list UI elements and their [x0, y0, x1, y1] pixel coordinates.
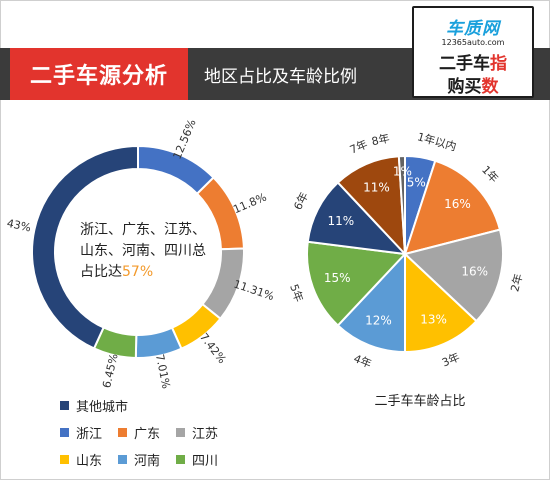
legend-item-7: 四川 — [176, 450, 218, 469]
donut-center-prefix: 浙江、广东、江苏、山东、河南、四川总占比达 — [80, 222, 206, 280]
donut-center-text: 浙江、广东、江苏、山东、河南、四川总占比达57% — [80, 220, 210, 283]
legend-swatch — [176, 428, 185, 437]
donut-slice-5 — [134, 326, 183, 359]
legend-label: 山东 — [76, 454, 103, 469]
pie-category-label-8: 7年 — [347, 137, 369, 157]
page-subtitle: 地区占比及车龄比例 — [204, 66, 357, 87]
page-title: 二手车源分析 — [10, 48, 188, 100]
pie-value-label-6: 15% — [324, 271, 351, 285]
pie-category-label-6: 5年 — [287, 282, 306, 304]
logo-line-2-highlight: 数 — [481, 77, 499, 97]
brand-logo: 车质网 12365auto.com 二手车指 购买数 — [412, 6, 534, 98]
legend-label: 浙江 — [76, 427, 103, 442]
donut-value-label-1: 12.56% — [171, 117, 199, 161]
vehicle-age-pie-chart: 5% 1年以内 16% 1年 16% 2年 13% 3年 12% 4年 15% 5年 11% 6年 11% 7… — [287, 129, 525, 370]
pie-slice-5 — [336, 251, 406, 354]
pie-slice-9 — [397, 154, 406, 255]
donut-value-label-4: 7.42% — [197, 331, 229, 367]
donut-slice-7 — [31, 144, 139, 350]
donut-value-label-5: 7.01% — [153, 353, 173, 390]
legend-label: 江苏 — [192, 427, 219, 442]
pie-category-label-4: 3年 — [440, 350, 462, 370]
legend-swatch — [176, 455, 185, 464]
legend-label: 其他城市 — [76, 400, 129, 415]
logo-brand: 车质网 — [446, 19, 500, 39]
donut-value-label-3: 11.31% — [232, 277, 276, 303]
pie-category-label-5: 4年 — [352, 351, 374, 371]
legend-label: 河南 — [134, 454, 161, 469]
legend-swatch — [60, 428, 69, 437]
legend-item-5: 山东 — [60, 450, 102, 469]
donut-value-label-2: 11.8% — [231, 191, 268, 217]
legend-swatch — [118, 428, 127, 437]
pie-value-label-1: 5% — [407, 175, 426, 189]
pie-value-label-7: 11% — [328, 214, 355, 228]
pie-value-label-2: 16% — [444, 197, 471, 211]
pie-value-label-5: 12% — [365, 313, 392, 327]
legend-label: 广东 — [134, 427, 161, 442]
legend-label: 四川 — [192, 454, 219, 469]
logo-line-2-text: 购买 — [447, 77, 482, 97]
pie-slice-2 — [403, 159, 502, 256]
legend-swatch — [118, 455, 127, 464]
legend-item-6: 河南 — [118, 450, 160, 469]
legend-item-4: 江苏 — [176, 423, 218, 442]
legend-item-1: 其他城市 — [60, 396, 128, 415]
donut-center-percent: 57% — [122, 264, 154, 280]
logo-line-2: 购买数 — [414, 72, 532, 97]
logo-line-1-highlight: 指 — [490, 54, 507, 74]
logo-url: 12365auto.com — [441, 38, 505, 47]
pie-value-label-4: 13% — [420, 313, 447, 327]
donut-value-label-6: 6.45% — [100, 352, 120, 389]
legend-item-2: 浙江 — [60, 423, 102, 442]
pie-slice-4 — [404, 251, 478, 354]
legend-swatch — [60, 455, 69, 464]
age-chart-title: 二手车车龄占比 — [374, 394, 466, 409]
pie-category-label-7: 6年 — [290, 190, 311, 212]
donut-value-label-7: 43% — [6, 217, 33, 235]
logo-line-1: 二手车指 — [414, 49, 532, 74]
pie-category-label-9: 8年 — [370, 131, 391, 148]
pie-category-label-2: 1年 — [479, 163, 502, 186]
pie-slice-3 — [402, 228, 504, 323]
pie-category-label-1: 1年以内 — [416, 129, 458, 153]
pie-slice-6 — [306, 240, 408, 327]
logo-line-1-text: 二手车 — [439, 54, 490, 74]
legend-item-3: 广东 — [118, 423, 160, 442]
pie-category-label-3: 2年 — [507, 272, 525, 293]
pie-slice-7 — [306, 181, 408, 256]
pie-slice-8 — [336, 155, 407, 257]
pie-value-label-8: 11% — [363, 180, 390, 194]
pie-value-label-9: 1% — [393, 165, 412, 179]
legend-swatch — [60, 401, 69, 410]
pie-value-label-3: 16% — [461, 264, 488, 278]
